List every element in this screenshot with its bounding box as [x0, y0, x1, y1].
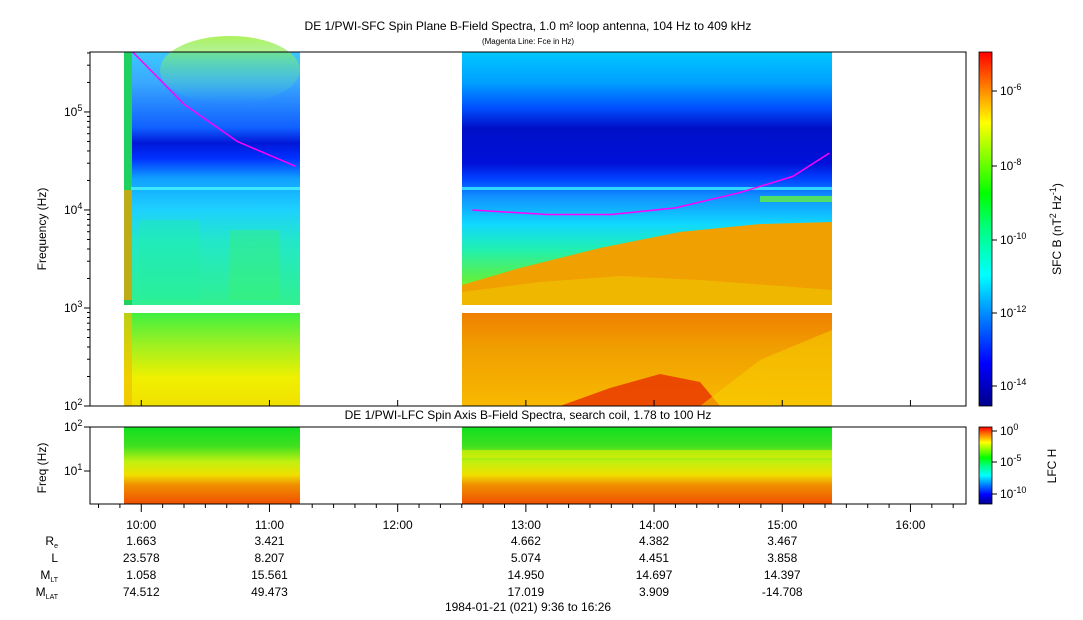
sfc-y-tick-label: 103 — [64, 299, 82, 315]
ephemeris-table: Re 1.663 3.421 4.662 4.382 3.467 L 23.578 8.207 5… — [36, 534, 803, 601]
time-tick-label: 13:00 — [511, 518, 541, 532]
sfc-colorbar-tick-label: 10-6 — [1000, 82, 1021, 98]
lfc-colorbar-tick-label: 100 — [1000, 422, 1018, 438]
ephemeris-value: 17.019 — [508, 585, 545, 599]
ephemeris-row-label: MLT — [40, 568, 58, 584]
sfc-colorbar-tick-label: 10-14 — [1000, 377, 1026, 393]
ephemeris-value: 14.397 — [764, 568, 801, 582]
sfc-panel: 102 103 104 105 Frequency (Hz) — [35, 36, 967, 413]
ephemeris-value: 3.467 — [767, 534, 797, 548]
sfc-y-tick-label: 104 — [64, 201, 82, 217]
time-tick-label: 11:00 — [255, 518, 284, 532]
sfc-colorbar-tick-label: 10-8 — [1000, 157, 1021, 173]
ephemeris-value: 4.382 — [639, 534, 669, 548]
sfc-y-label: Frequency (Hz) — [35, 188, 49, 271]
lfc-y-tick-label: 102 — [64, 418, 82, 434]
ephemeris-value: 5.074 — [511, 551, 541, 565]
ephemeris-value: 3.858 — [767, 551, 797, 565]
sfc-subtitle: (Magenta Line: Fce in Hz) — [482, 37, 574, 46]
ephemeris-value: 74.512 — [123, 585, 160, 599]
time-tick-label: 16:00 — [895, 518, 925, 532]
lfc-colorbar-tick-label: 10-5 — [1000, 453, 1021, 469]
lfc-panel: 101 102 Freq (Hz) — [35, 418, 967, 505]
ephemeris-value: 14.697 — [636, 568, 673, 582]
ephemeris-value: -14.708 — [762, 585, 803, 599]
sfc-left-segment — [124, 36, 300, 406]
ephemeris-value: 14.950 — [508, 568, 545, 582]
time-tick-label: 15:00 — [767, 518, 797, 532]
ephemeris-value: 3.909 — [639, 585, 669, 599]
time-tick-label: 10:00 — [126, 518, 156, 532]
ephemeris-row-label: Re — [45, 534, 58, 550]
sfc-y-tick-label: 102 — [64, 397, 82, 413]
ephemeris-row-label: L — [51, 551, 58, 565]
ephemeris-row-label: MLAT — [36, 585, 59, 601]
time-tick-label: 12:00 — [383, 518, 413, 532]
ephemeris-value: 4.662 — [511, 534, 541, 548]
ephemeris-value: 3.421 — [254, 534, 284, 548]
lfc-right-segment — [462, 427, 832, 504]
lfc-title: DE 1/PWI-LFC Spin Axis B-Field Spectra, … — [345, 408, 712, 422]
lfc-colorbar-label: LFC H — [1045, 449, 1059, 484]
lfc-left-segment — [124, 427, 300, 504]
sfc-right-segment — [462, 52, 832, 406]
lfc-colorbar-tick-label: 10-10 — [1000, 485, 1026, 501]
lfc-y-axis: 101 102 — [64, 418, 90, 478]
time-axis: 10:00 11:00 12:00 13:00 14:00 15:00 16:00 — [98, 400, 954, 532]
ephemeris-value: 15.561 — [251, 568, 288, 582]
lfc-y-label: Freq (Hz) — [35, 443, 49, 494]
lfc-colorbar: 100 10-5 10-10 LFC H — [978, 422, 1059, 505]
time-tick-label: 14:00 — [639, 518, 669, 532]
date-range-footer: 1984-01-21 (021) 9:36 to 16:26 — [445, 600, 611, 614]
fce-line-right — [472, 152, 830, 216]
sfc-colorbar-label: SFC B (nT2 Hz-1) — [1048, 183, 1064, 275]
sfc-colorbar: 10-6 10-8 10-10 10-12 10-14 SFC B (nT2 Hz-1) — [978, 51, 1064, 407]
sfc-y-tick-label: 105 — [64, 103, 82, 119]
sfc-y-axis: 102 103 104 105 — [64, 52, 90, 413]
ephemeris-value: 1.058 — [126, 568, 156, 582]
ephemeris-value: 8.207 — [254, 551, 284, 565]
ephemeris-value: 1.663 — [126, 534, 156, 548]
fce-line-left — [132, 51, 296, 167]
sfc-colorbar-tick-label: 10-10 — [1000, 231, 1026, 247]
lfc-y-tick-label: 101 — [64, 462, 82, 478]
ephemeris-value: 4.451 — [639, 551, 669, 565]
ephemeris-value: 23.578 — [123, 551, 160, 565]
sfc-title: DE 1/PWI-SFC Spin Plane B-Field Spectra,… — [305, 19, 752, 33]
sfc-colorbar-tick-label: 10-12 — [1000, 304, 1026, 320]
ephemeris-value: 49.473 — [251, 585, 288, 599]
